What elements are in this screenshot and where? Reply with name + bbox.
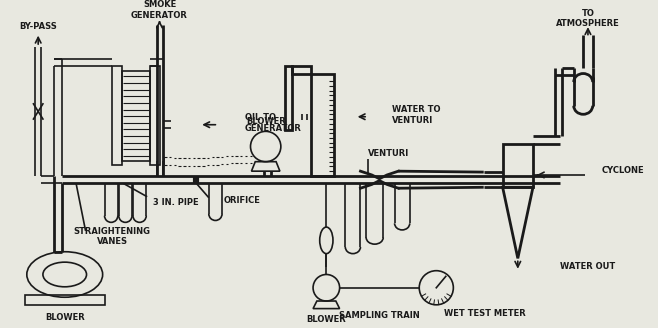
Text: VENTURI: VENTURI (368, 149, 409, 158)
Bar (25, 295, 105, 305)
Bar (122, 71, 150, 161)
Text: BLOWER: BLOWER (45, 313, 85, 322)
Bar (112, 66, 122, 165)
Text: BLOWER: BLOWER (246, 117, 286, 126)
Text: ORIFICE: ORIFICE (224, 196, 261, 205)
Text: BY-PASS: BY-PASS (19, 22, 57, 31)
Text: TO
ATMOSPHERE: TO ATMOSPHERE (556, 9, 620, 28)
Bar (292, 66, 311, 73)
Text: WET TEST METER: WET TEST METER (444, 309, 526, 318)
Bar (311, 73, 334, 176)
Bar (150, 66, 159, 165)
Bar (285, 66, 292, 131)
Text: WATER OUT: WATER OUT (561, 262, 616, 271)
Text: BLOWER: BLOWER (307, 315, 346, 323)
Bar (503, 144, 533, 187)
Text: OIL TO
GENERATOR: OIL TO GENERATOR (245, 113, 302, 133)
Text: CYCLONE: CYCLONE (601, 166, 644, 175)
Text: 3 IN. PIPE: 3 IN. PIPE (153, 198, 199, 207)
Text: STRAIGHTENING
VANES: STRAIGHTENING VANES (74, 227, 151, 246)
Text: SAMPLING TRAIN: SAMPLING TRAIN (339, 311, 420, 320)
Text: SMOKE
GENERATOR: SMOKE GENERATOR (131, 0, 188, 20)
Text: WATER TO
VENTURI: WATER TO VENTURI (392, 105, 440, 125)
